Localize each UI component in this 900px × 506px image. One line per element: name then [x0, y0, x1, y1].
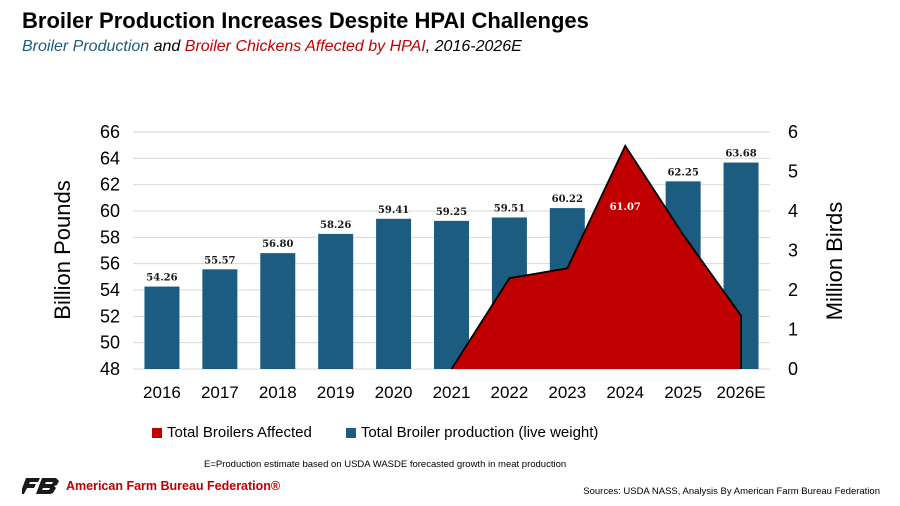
y2-tick-label: 0	[788, 359, 798, 379]
y2-tick-label: 3	[788, 241, 798, 261]
y-tick-label: 48	[100, 359, 120, 379]
legend: Total Broilers Affected Total Broiler pr…	[152, 424, 632, 441]
bar-value-label: 60.22	[552, 194, 583, 205]
footnote: E=Production estimate based on USDA WASD…	[204, 459, 567, 470]
sources-note: Sources: USDA NASS, Analysis By American…	[583, 486, 880, 497]
y2-tick-label: 4	[788, 201, 798, 221]
x-tick-label: 2020	[375, 383, 413, 402]
bar-value-label: 59.51	[494, 203, 525, 214]
y2-tick-label: 1	[788, 320, 798, 340]
y2-tick-label: 6	[788, 122, 798, 142]
bar-value-label: 59.25	[436, 207, 467, 218]
x-tick-label: 2024	[606, 383, 644, 402]
bar-value-label: 56.80	[262, 239, 293, 250]
x-tick-label: 2023	[548, 383, 586, 402]
y-tick-label: 64	[100, 148, 120, 168]
bar-value-label: 59.41	[378, 205, 409, 216]
y-tick-label: 56	[100, 254, 120, 274]
production-bar	[144, 286, 180, 369]
production-bar	[202, 269, 238, 369]
bar-value-label: 54.26	[146, 273, 177, 284]
x-tick-label: 2022	[490, 383, 528, 402]
chart-subtitle: Broiler Production and Broiler Chickens …	[22, 38, 522, 56]
legend-swatch-production	[345, 427, 356, 438]
bar-value-labels: 54.26 55.57 56.80 58.26 59.41 59.25 59.51 60.22…	[146, 149, 756, 284]
subtitle-production: Broiler Production	[22, 38, 150, 55]
production-bar	[434, 220, 469, 369]
y2-tick-label: 5	[788, 162, 798, 182]
bar-value-label: 55.57	[204, 255, 235, 266]
x-tick-label: 2016	[143, 383, 181, 402]
x-tick-label: 2018	[259, 383, 297, 402]
subtitle-and: and	[149, 38, 185, 55]
y2-tick-label: 2	[788, 280, 798, 300]
left-axis: 48 50 52 54 56 58 60 62 64 66	[100, 122, 120, 379]
affected-area-outline	[450, 143, 742, 370]
y-tick-label: 58	[100, 227, 120, 247]
y-axis-label: Billion Pounds	[50, 180, 75, 319]
legend-item-production: Total Broiler production (live weight)	[345, 424, 599, 441]
fb-mark-icon	[22, 478, 59, 494]
x-axis: 2016 2017 2018 2019 2020 2021 2022 2023 2024 2025…	[143, 383, 766, 402]
y-tick-label: 50	[100, 333, 120, 353]
affected-area	[450, 143, 742, 370]
x-tick-label: 2026E	[716, 383, 765, 402]
x-tick-label: 2025	[664, 383, 702, 402]
legend-item-affected: Total Broilers Affected	[152, 424, 312, 441]
subtitle-years: , 2016-2026E	[425, 38, 522, 55]
subtitle-hpai: Broiler Chickens Affected by HPAI	[184, 38, 426, 55]
bar-value-label: 61.07	[610, 202, 641, 213]
right-axis: 0 1 2 3 4 5 6	[788, 122, 798, 379]
bar-value-label: 62.25	[667, 167, 698, 178]
y-tick-label: 52	[100, 306, 120, 326]
x-tick-label: 2021	[433, 383, 471, 402]
bar-value-label: 58.26	[320, 220, 351, 231]
legend-label-production: Total Broiler production (live weight)	[360, 424, 599, 441]
logo-text: American Farm Bureau Federation®	[66, 479, 281, 493]
x-tick-label: 2019	[317, 383, 355, 402]
affected-area-fill	[451, 145, 742, 369]
bar-value-label: 63.68	[725, 149, 756, 160]
y-tick-label: 54	[100, 280, 120, 300]
x-tick-label: 2017	[201, 383, 239, 402]
y-tick-label: 60	[100, 201, 120, 221]
y-tick-label: 62	[100, 175, 120, 195]
afbf-logo: American Farm Bureau Federation®	[22, 478, 280, 494]
production-bar	[260, 253, 296, 369]
production-bar	[318, 233, 354, 369]
y-tick-label: 66	[100, 122, 120, 142]
y2-axis-label: Million Birds	[822, 202, 847, 321]
legend-label-affected: Total Broilers Affected	[167, 424, 312, 441]
chart-title: Broiler Production Increases Despite HPA…	[22, 8, 589, 33]
legend-swatch-affected	[152, 427, 162, 438]
production-bar	[376, 218, 412, 369]
